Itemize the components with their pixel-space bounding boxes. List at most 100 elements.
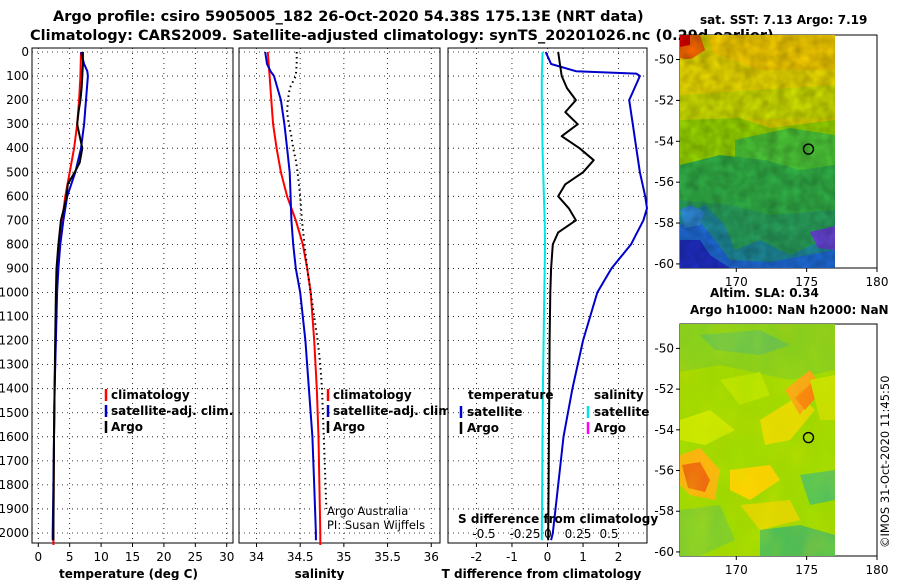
difference-panel: -2 -1 0 1 2 T difference from climatology temp… [442,47,658,580]
salinity-x-tick-label: 34.5 [287,550,314,564]
difference-legend-header: temperature [468,388,553,402]
depth-tick-label: 1500 [0,406,29,420]
sla-map-panel: Altim. SLA: 0.34 Argo h1000: NaN h2000: … [654,286,888,577]
sla_map-lat-tick-label: -60 [654,545,674,559]
depth-tick-label: 1300 [0,358,29,372]
difference-x-axis-label: T difference from climatology [442,567,642,580]
difference-grid [448,48,647,543]
depth-tick-label: 2000 [0,526,29,540]
depth-tick-label: 1600 [0,430,29,444]
temperature-x-tick-label: 20 [156,550,171,564]
salinity-x-tick-label: 34 [249,550,264,564]
salinity-series-satellite-adj-clim- [264,51,317,541]
sla_map-lat-tick-label: -54 [654,423,674,437]
sst-map-axes: -50 -52 -54 -56 -58 -60 170 175 180 [654,53,888,289]
depth-tick-label: 200 [6,93,29,107]
difference-legend: temperature salinity satellite Argo satellit… [459,388,649,435]
sla_map-lon-tick-label: 175 [795,563,818,577]
difference-x-tick-label: 2 [615,550,623,564]
salinity-difference-tick-label: 0.5 [599,527,618,541]
sla-map-axes: -50 -52 -54 -56 -58 -60 170 175 180 [654,341,888,577]
salinity-difference-axis-label: S difference from climatology [458,512,658,526]
salinity-series-argo [286,52,328,509]
temperature-x-tick-label: 30 [219,550,234,564]
depth-tick-label: 1700 [0,454,29,468]
difference-series-salinity-satellite [540,51,546,541]
salinity-legend: climatology satellite-adj. clim. Argo [326,388,455,434]
depth-tick-label: 900 [6,261,29,275]
depth-tick-label: 100 [6,69,29,83]
depth-tick-label: 800 [6,237,29,251]
temperature-legend-label: satellite-adj. clim. [111,404,233,418]
sst-argo-location-marker [802,143,815,155]
sst_map-lat-tick-label: -50 [654,53,674,67]
figure-title-line2: Climatology: CARS2009. Satellite-adjuste… [30,28,774,44]
salinity-difference-tick-label: -0.25 [509,527,540,541]
difference-legend-label: satellite [594,405,649,419]
sst_map-lat-tick-label: -52 [654,93,674,107]
figure-title-line1: Argo profile: csiro 5905005_182 26-Oct-2… [53,9,644,25]
depth-tick-label: 0 [21,45,29,59]
temperature-x-tick-label: 15 [125,550,140,564]
salinity-annotation: PI: Susan Wijffels [327,518,425,532]
depth-tick-label: 1100 [0,310,29,324]
sst_map-lat-tick-label: -58 [654,216,674,230]
salinity-x-tick-label: 35 [336,550,351,564]
depth-tick-label: 400 [6,141,29,155]
salinity-annotation: Argo Australia [327,504,408,518]
salinity-difference-tick-label: 0 [544,527,552,541]
sst_map-lat-tick-label: -56 [654,175,674,189]
depth-tick-label: 700 [6,213,29,227]
temperature-x-tick-label: 5 [66,550,74,564]
temperature-legend-label: Argo [111,420,143,434]
salinity-legend-label: climatology [333,388,412,402]
temperature-x-tick-label: 0 [34,550,42,564]
depth-tick-label: 500 [6,165,29,179]
sla_map-lat-tick-label: -52 [654,382,674,396]
temperature-grid [32,48,233,543]
depth-tick-label: 1900 [0,502,29,516]
sst-map-title: sat. SST: 7.13 Argo: 7.19 [700,13,867,27]
depth-tick-label: 1000 [0,286,29,300]
sst_map-lon-tick-label: 170 [725,275,748,289]
sst_map-lat-tick-label: -60 [654,257,674,271]
temperature-series-argo [52,52,84,541]
depth-tick-label: 1400 [0,382,29,396]
temperature-legend-label: climatology [111,388,190,402]
depth-tick-label: 300 [6,117,29,131]
salinity-grid [239,48,440,543]
difference-legend-label: Argo [594,421,626,435]
salinity-x-tick-label: 35.5 [374,550,401,564]
depth-tick-label: 1200 [0,334,29,348]
salinity-panel: 34 34.5 35 35.5 36 salinity climatology satelli… [238,47,455,580]
difference-x-tick-label: -2 [470,550,482,564]
difference-legend-label: Argo [467,421,499,435]
sla_map-lat-tick-label: -56 [654,464,674,478]
difference-x-tick-label: -1 [506,550,518,564]
sla_map-lon-tick-label: 180 [866,563,889,577]
difference-legend-label: satellite [467,405,522,419]
sla_map-lat-tick-label: -58 [654,504,674,518]
sla-map-image [680,324,835,556]
depth-tick-label: 600 [6,189,29,203]
difference-series-temperature-argo [547,51,595,541]
temperature-panel: 0 5 10 15 20 25 300100200300400500600700800900… [0,45,234,580]
sla_map-lat-tick-label: -50 [654,341,674,355]
sst_map-lon-tick-label: 180 [866,275,889,289]
temperature-x-tick-label: 25 [188,550,203,564]
salinity-x-tick-label: 36 [424,550,439,564]
salinity-x-axis-label: salinity [295,567,345,580]
sla-map-title: Altim. SLA: 0.34 [710,286,819,300]
salinity-plot-frame [238,47,441,544]
sla-map-subtitle: Argo h1000: NaN h2000: NaN [690,303,889,317]
sst-map-image [680,35,835,268]
salinity-series-climatology [266,51,322,545]
sla-argo-location-marker [802,431,815,444]
sst-map-panel: sat. SST: 7.13 Argo: 7.19 -50-52-54-56-5… [654,13,888,289]
difference-series-temperature-satellite [544,51,648,541]
sst_map-lon-tick-label: 175 [795,275,818,289]
salinity-difference-tick-label: 0.25 [565,527,592,541]
difference-x-tick-label: 0 [544,550,552,564]
difference-legend-header: salinity [594,388,644,402]
temperature-x-tick-label: 10 [93,550,108,564]
